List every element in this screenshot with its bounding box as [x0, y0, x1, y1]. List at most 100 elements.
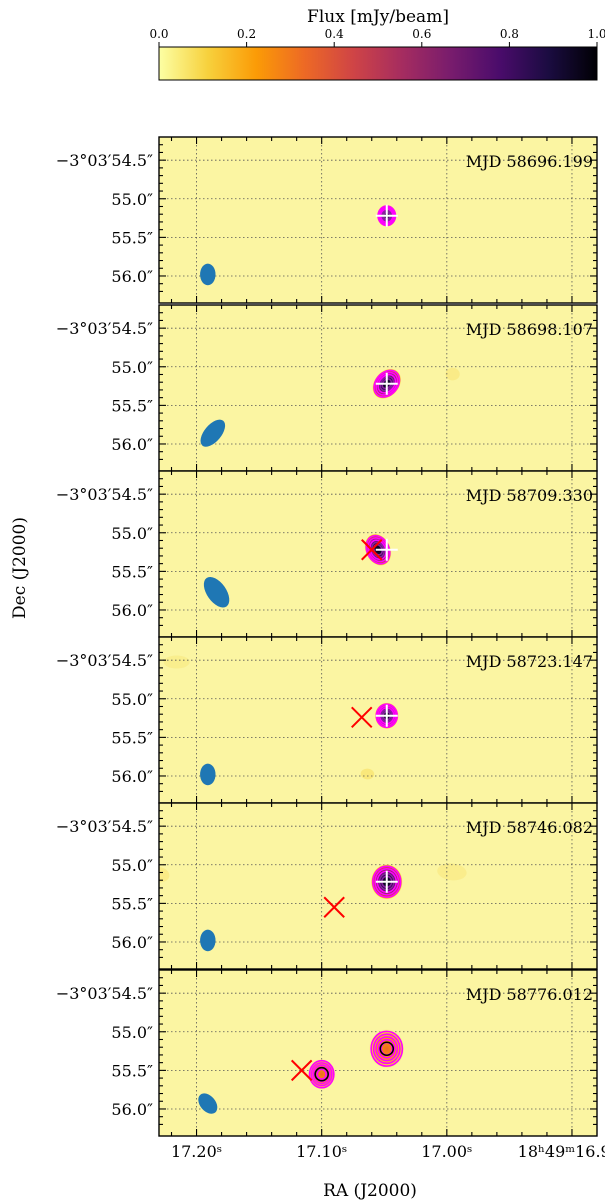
cross-marker [361, 539, 383, 561]
contour [375, 1036, 399, 1062]
panel-3: −3°03′54.5″ 55.0″ 55.5″ 56.0″ MJD 58709.330 [56, 470, 598, 650]
contour [312, 1064, 331, 1085]
colorbar-tick-label: 0.8 [500, 27, 519, 41]
source [368, 1028, 405, 1069]
noise-blob [159, 866, 170, 883]
contour [372, 865, 402, 898]
y-tick-label: −3°03′54.5″ [56, 651, 153, 670]
plus-marker [375, 704, 398, 727]
noise-blob [445, 367, 460, 381]
noise-blob [122, 635, 139, 650]
y-tick-label: −3°03′54.5″ [56, 984, 153, 1003]
noise-blob [194, 1162, 229, 1183]
contour [308, 1059, 335, 1089]
panel-frame [158, 969, 598, 1137]
noise-blob [360, 768, 375, 780]
beam-ellipse [200, 763, 216, 786]
beam-ellipse [203, 576, 230, 608]
panel-frame [158, 136, 598, 304]
axis-ticks [159, 970, 597, 1136]
y-tick-label: −3°03′54.5″ [56, 485, 153, 504]
y-tick-label: 56.0″ [111, 767, 153, 786]
colorbar-gradient [158, 46, 598, 81]
y-tick-label: 55.5″ [111, 228, 153, 247]
colorbar-ticks: 0.0 0.2 0.4 0.6 0.8 1.0 [149, 27, 605, 47]
x-tick-label: 17.20ˢ [171, 1142, 222, 1161]
contour [381, 378, 393, 390]
colorbar-label: Flux [mJy/beam] [307, 7, 449, 27]
contour [370, 1030, 404, 1067]
cross-marker [351, 706, 373, 729]
beam-ellipse [200, 263, 216, 286]
contour [316, 1068, 327, 1080]
source [307, 1058, 336, 1090]
y-tick-label: 55.5″ [111, 1061, 153, 1080]
y-tick-label: 56.0″ [111, 435, 153, 454]
panel-frame [158, 802, 598, 970]
y-tick-label: 55.5″ [111, 562, 153, 581]
contour [373, 369, 401, 398]
panel-4: −3°03′54.5″ 55.0″ 55.5″ 56.0″ MJD 58723.147 [56, 636, 598, 804]
beam-ellipse [200, 419, 226, 447]
y-tick-label: 56.0″ [111, 601, 153, 620]
colorbar-tick-label: 0.6 [412, 27, 431, 41]
y-tick-label: 55.0″ [111, 190, 153, 209]
axis-ticks [159, 637, 597, 803]
noise-blob [78, 299, 115, 319]
contour [379, 376, 395, 392]
panel-label: MJD 58709.330 [466, 486, 593, 505]
cross-marker [290, 1059, 313, 1082]
circle-marker [314, 1066, 329, 1082]
beam-ellipse [198, 1093, 218, 1114]
y-tick-label: 55.5″ [111, 894, 153, 913]
y-tick-label: 55.0″ [111, 358, 153, 377]
panel-label: MJD 58696.199 [466, 152, 593, 171]
panel-5: −3°03′54.5″ 55.0″ 55.5″ 56.0″ MJD 58746.082 [56, 802, 598, 970]
panel-label: MJD 58776.012 [466, 985, 593, 1004]
y-tick-label: 55.0″ [111, 856, 153, 875]
cross-marker [323, 896, 345, 918]
y-tick-label: 55.0″ [111, 524, 153, 543]
panel-label: MJD 58746.082 [466, 818, 593, 837]
plus-marker [375, 372, 398, 395]
panel-1: −3°03′54.5″ 55.0″ 55.5″ 56.0″ MJD 58696.199 [56, 136, 598, 319]
y-tick-label: −3°03′54.5″ [56, 817, 153, 836]
y-tick-label: 56.0″ [111, 267, 153, 286]
plus-marker [375, 538, 398, 561]
panel-2: −3°03′54.5″ 55.0″ 55.5″ 56.0″ MJD 58698.107 [56, 304, 598, 472]
x-tick-label: 17.10ˢ [296, 1142, 347, 1161]
contour [310, 1062, 333, 1087]
beam-ellipse [200, 929, 216, 952]
panel-label: MJD 58698.107 [466, 320, 593, 339]
panel-label: MJD 58723.147 [466, 652, 593, 671]
y-axis-label: Dec (J2000) [10, 517, 30, 619]
y-tick-label: 56.0″ [111, 933, 153, 952]
colorbar-tick-label: 0.2 [237, 27, 256, 41]
colorbar: Flux [mJy/beam] 0.0 0.2 0.4 0.6 0.8 1.0 [149, 7, 605, 81]
colorbar-tick-label: 0.0 [149, 27, 168, 41]
plus-marker [375, 870, 398, 893]
contour [375, 371, 399, 396]
axis-ticks [159, 137, 597, 303]
contour [377, 373, 397, 394]
colorbar-tick-label: 0.4 [325, 27, 344, 41]
contour [369, 539, 387, 561]
y-tick-label: 55.0″ [111, 690, 153, 709]
noise-blob [163, 655, 190, 669]
plus-marker [375, 204, 398, 227]
y-tick-label: −3°03′54.5″ [56, 319, 153, 338]
circle-marker [379, 1041, 395, 1057]
axis-ticks [159, 803, 597, 969]
y-tick-label: −3°03′54.5″ [56, 151, 153, 170]
contour [377, 1038, 396, 1059]
x-tick-label: 18ʰ49ᵐ16.90ˢ [518, 1142, 605, 1161]
contour [374, 867, 400, 896]
y-tick-label: 56.0″ [111, 1100, 153, 1119]
contour [372, 1033, 401, 1065]
y-tick-label: 55.0″ [111, 1023, 153, 1042]
colorbar-tick-label: 1.0 [587, 27, 605, 41]
x-axis-label: RA (J2000) [323, 1181, 417, 1201]
